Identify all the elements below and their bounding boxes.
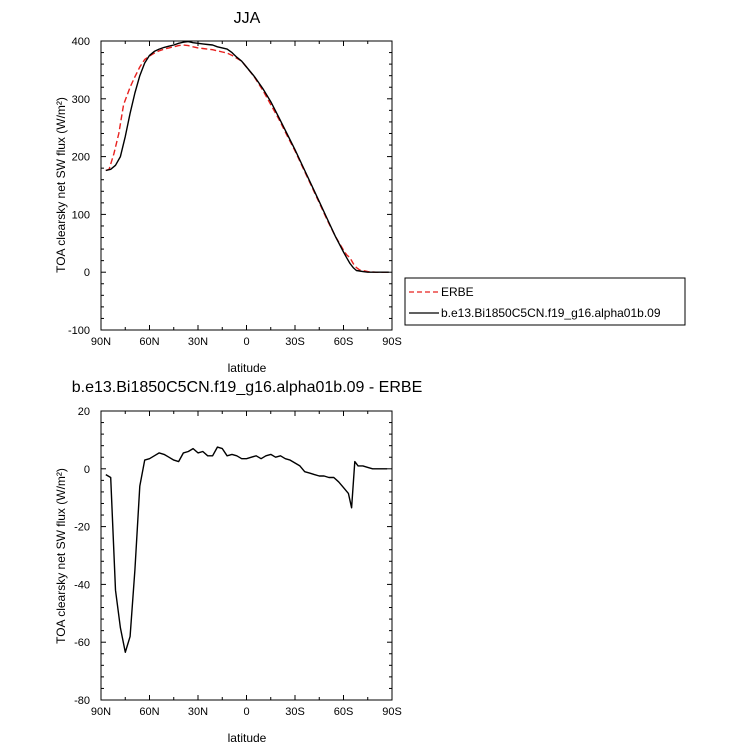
top-y-tick-label: 0 [84, 267, 90, 279]
bottom-y-tick-label: 20 [78, 406, 90, 418]
bottom-y-axis-label-text: TOA clearsky net SW flux (W/m²) [54, 468, 68, 644]
top-series-line-0 [105, 44, 389, 273]
top-y-tick-label: -100 [68, 325, 90, 337]
top-y-axis-label-text: TOA clearsky net SW flux (W/m²) [54, 97, 68, 273]
bottom-x-axis-label: latitude [228, 731, 267, 745]
bottom-x-tick-label: 60N [139, 706, 159, 718]
legend-label-erbe: ERBE [441, 285, 474, 299]
bottom-x-tick-label: 30S [285, 706, 305, 718]
legend-box [404, 277, 686, 326]
bottom-x-tick-label: 90S [382, 706, 402, 718]
legend: ERBE b.e13.Bi1850C5CN.f19_g16.alpha01b.0… [404, 277, 686, 326]
bottom-x-tick-label: 90N [91, 706, 111, 718]
top-x-tick-label: 90N [91, 336, 111, 348]
bottom-plot-frame [100, 410, 393, 701]
top-y-axis-label: TOA clearsky net SW flux (W/m²) [54, 97, 68, 273]
bottom-series-line-0 [105, 446, 388, 653]
bottom-y-tick-label: -20 [74, 522, 90, 534]
top-plot-frame [100, 40, 393, 331]
top-x-axis-label: latitude [228, 361, 267, 375]
top-x-tick-label: 90S [382, 336, 402, 348]
bottom-plot-lines [105, 446, 388, 653]
bottom-y-tick-label: -40 [74, 579, 90, 591]
top-x-tick-label: 60S [334, 336, 354, 348]
top-plot-lines [105, 40, 389, 273]
bottom-x-tick-label: 60S [334, 706, 354, 718]
top-series-line-1 [105, 40, 389, 273]
top-x-tick-label: 30S [285, 336, 305, 348]
bottom-chart-title: b.e13.Bi1850C5CN.f19_g16.alpha01b.09 - E… [72, 379, 422, 396]
top-x-tick-label: 60N [139, 336, 159, 348]
bottom-x-tick-label: 0 [243, 706, 249, 718]
bottom-y-axis-label: TOA clearsky net SW flux (W/m²) [54, 468, 68, 644]
bottom-y-tick-label: 0 [84, 464, 90, 476]
top-y-tick-label: 100 [72, 209, 90, 221]
bottom-x-tick-label: 30N [188, 706, 208, 718]
bottom-panel: b.e13.Bi1850C5CN.f19_g16.alpha01b.09 - E… [54, 379, 422, 745]
bottom-y-tick-label: -60 [74, 637, 90, 649]
top-y-tick-label: 300 [72, 94, 90, 106]
top-x-tick-label: 30N [188, 336, 208, 348]
top-chart-title: JJA [234, 10, 261, 27]
bottom-axis-ticks: 90N 60N 30N 0 30S 60S 90S -80 -60 -40 -20 0 20 [74, 406, 402, 718]
top-y-tick-label: 400 [72, 36, 90, 48]
top-x-tick-label: 0 [243, 336, 249, 348]
top-axis-ticks: 90N 60N 30N 0 30S 60S 90S -100 0 100 200 300 400 [68, 36, 402, 348]
top-panel: JJA TOA clearsky net SW flux (W/m²) lati… [54, 10, 686, 375]
top-y-tick-label: 200 [72, 152, 90, 164]
legend-label-model: b.e13.Bi1850C5CN.f19_g16.alpha01b.09 [441, 306, 661, 320]
bottom-y-tick-label: -80 [74, 695, 90, 707]
